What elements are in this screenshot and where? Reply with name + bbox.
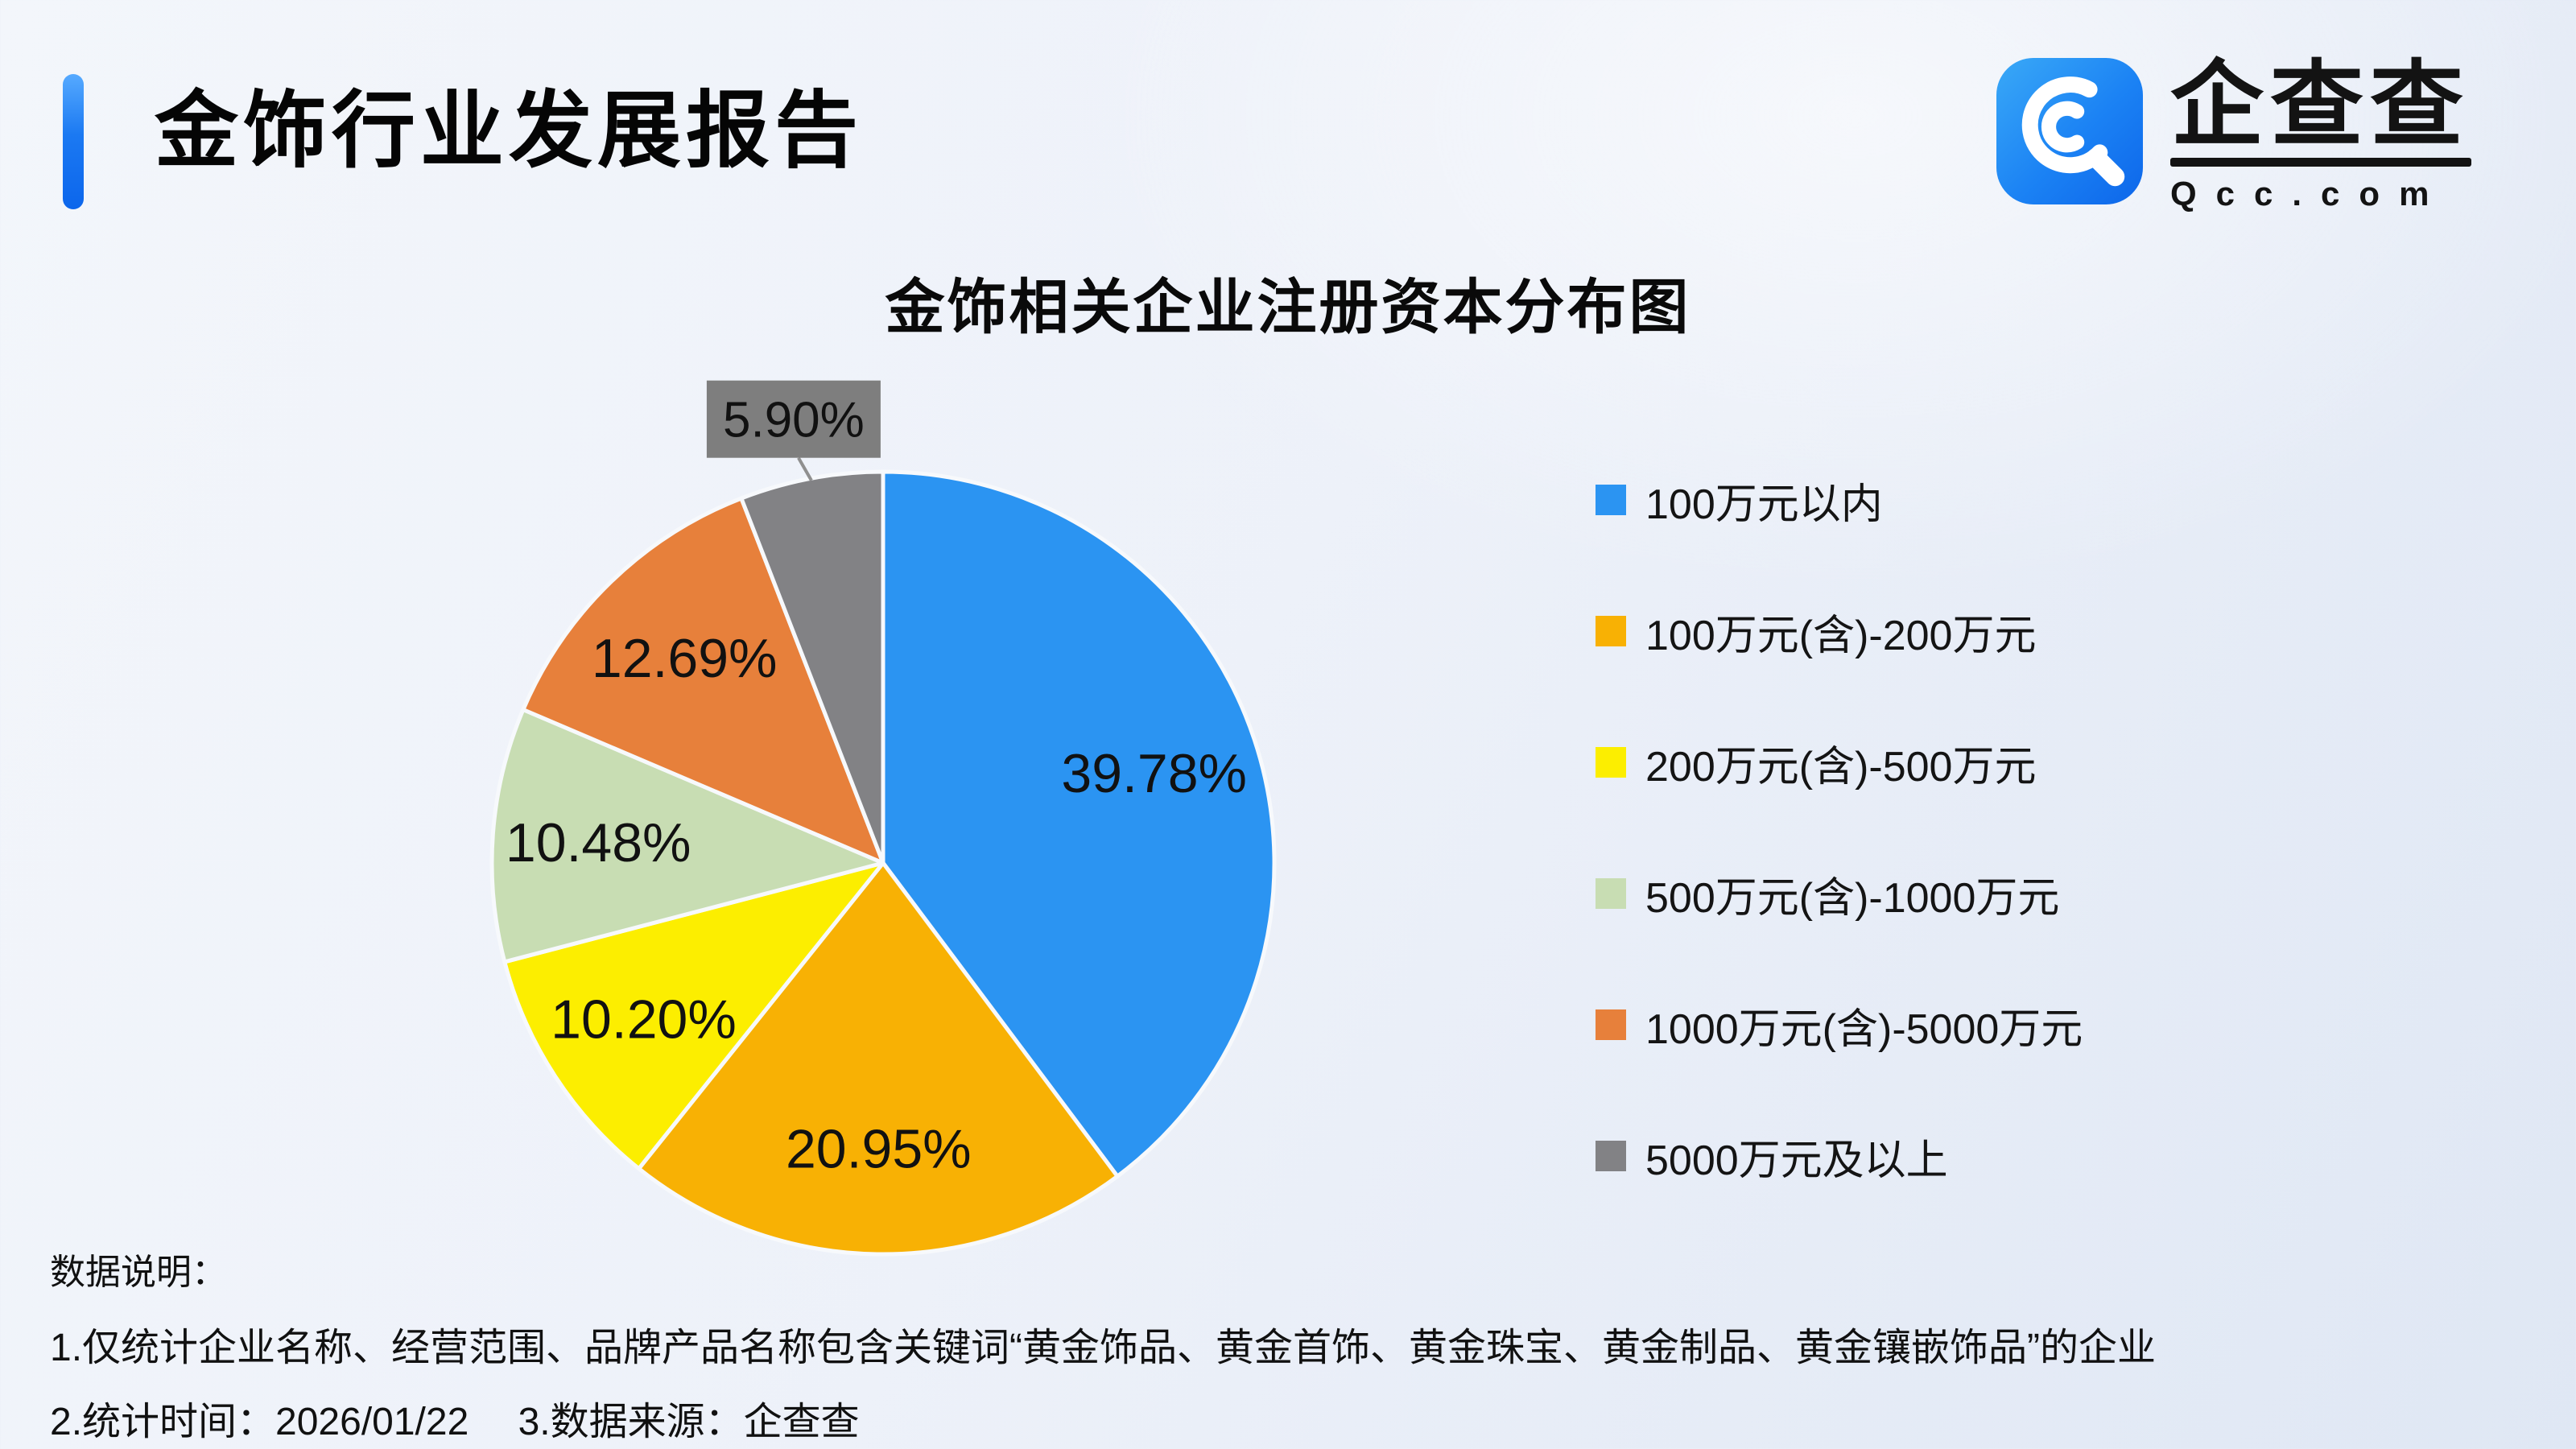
pie-slice-1[interactable] <box>637 861 1120 1257</box>
title-accent-bar <box>63 74 84 209</box>
qcc-logo-icon <box>1996 58 2143 204</box>
data-note-2: 2.统计时间：2026/01/22 3.数据来源：企查查 <box>50 1401 860 1443</box>
callout-box <box>706 380 881 458</box>
chart-title: 金饰相关企业注册资本分布图 <box>885 274 1691 341</box>
legend-label: 5000万元及以上 <box>1645 1137 1948 1184</box>
pie-label-4: 12.69% <box>592 628 778 689</box>
data-notes: 数据说明： 1.仅统计企业名称、经营范围、品牌产品名称包含关键词“黄金饰品、黄金… <box>50 1243 2156 1449</box>
qcc-logo-text: 企查查 Qcc.com <box>2170 58 2471 213</box>
legend-swatch-icon <box>1596 878 1626 909</box>
pie-slice-4[interactable] <box>521 496 886 865</box>
qcc-domain: Qcc.com <box>2170 175 2449 213</box>
pie-slice-0[interactable] <box>881 469 1277 1179</box>
legend-swatch-icon <box>1596 1009 1626 1040</box>
pie-label-2: 10.20% <box>551 989 737 1050</box>
legend-swatch-icon <box>1596 485 1626 515</box>
legend-item-4[interactable]: 1000万元(含)-5000万元 <box>1596 1001 2083 1053</box>
pie-slice-3[interactable] <box>489 708 886 964</box>
pie-label-0: 39.78% <box>1061 743 1247 804</box>
legend-label: 200万元(含)-500万元 <box>1645 743 2037 791</box>
legend-label: 500万元(含)-1000万元 <box>1645 874 2060 922</box>
data-notes-heading: 数据说明： <box>50 1253 227 1292</box>
legend-swatch-icon <box>1596 616 1626 646</box>
legend-label: 100万元(含)-200万元 <box>1645 612 2037 659</box>
legend-swatch-icon <box>1596 1141 1626 1171</box>
qcc-brand-name: 企查查 <box>2170 52 2470 157</box>
chart-legend: 100万元以内 100万元(含)-200万元 200万元(含)-500万元 500万元… <box>1596 477 2083 1264</box>
legend-item-1[interactable]: 100万元(含)-200万元 <box>1596 608 2083 659</box>
legend-item-2[interactable]: 200万元(含)-500万元 <box>1596 739 2083 791</box>
legend-label: 1000万元(含)-5000万元 <box>1645 1005 2083 1053</box>
legend-item-5[interactable]: 5000万元及以上 <box>1596 1133 2083 1184</box>
pie-label-5: 5.90% <box>723 393 865 448</box>
qcc-magnifier-icon <box>2021 76 2125 187</box>
pie-label-1: 20.95% <box>786 1119 972 1180</box>
data-note-1: 1.仅统计企业名称、经营范围、品牌产品名称包含关键词“黄金饰品、黄金首饰、黄金珠… <box>50 1327 2157 1369</box>
page-title: 金饰行业发展报告 <box>155 85 864 178</box>
legend-item-3[interactable]: 500万元(含)-1000万元 <box>1596 870 2083 922</box>
legend-item-0[interactable]: 100万元以内 <box>1596 477 2083 528</box>
legend-label: 100万元以内 <box>1645 481 1883 528</box>
qcc-logo-underline <box>2170 158 2471 167</box>
pie-slice-2[interactable] <box>502 861 886 1171</box>
callout-leader-line <box>797 456 813 481</box>
qcc-logo: 企查查 Qcc.com <box>1996 58 2471 213</box>
pie-label-3: 10.48% <box>506 812 691 873</box>
legend-swatch-icon <box>1596 747 1626 778</box>
